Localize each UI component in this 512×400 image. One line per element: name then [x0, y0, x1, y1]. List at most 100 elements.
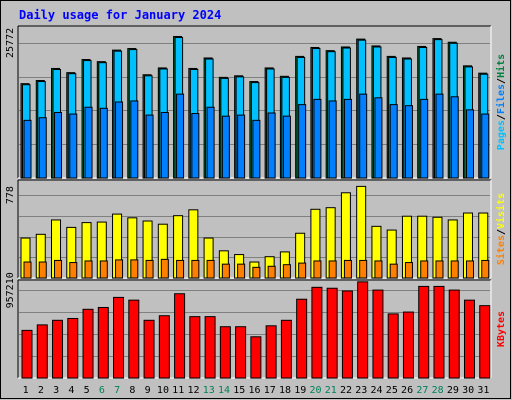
legend-visits: Sites/Visits: [495, 193, 507, 265]
bar-pages: [359, 93, 368, 179]
bar-sites: [252, 266, 261, 279]
bar-sites: [191, 259, 200, 279]
x-tick-label: 17: [264, 385, 276, 396]
bar-sites: [130, 259, 139, 279]
bar-pages: [389, 104, 398, 179]
bar-kbytes: [402, 311, 414, 379]
bar-kbytes: [128, 299, 140, 379]
bar-pages: [38, 117, 47, 179]
bar-pages: [282, 115, 291, 179]
x-tick-label: 22: [340, 385, 352, 396]
bar-pages: [23, 119, 32, 179]
bar-kbytes: [174, 293, 186, 379]
bar-kbytes: [67, 317, 79, 379]
legend-entry-visits: Visits: [495, 193, 507, 229]
x-tick-label: 20: [310, 385, 322, 396]
x-tick-label: 6: [99, 385, 105, 396]
bar-pages: [404, 105, 413, 179]
y-max-label-hits: 25772: [5, 28, 16, 58]
panel-hits: 25772 Pages/Files/Hits: [5, 25, 507, 179]
bar-kbytes: [433, 285, 445, 379]
x-tick-label: 2: [38, 385, 44, 396]
bar-kbytes: [21, 329, 33, 379]
bar-sites: [282, 264, 291, 279]
bar-pages: [176, 93, 185, 179]
bar-sites: [313, 260, 322, 279]
x-tick-label: 1: [23, 385, 29, 396]
bar-kbytes: [296, 298, 308, 379]
chart-title: Daily usage for January 2024: [19, 8, 221, 22]
x-tick-label: 18: [279, 385, 291, 396]
legend-hits: Pages/Files/Hits: [495, 54, 507, 150]
bar-kbytes: [36, 324, 48, 379]
bar-kbytes: [265, 325, 277, 379]
bar-pages: [221, 115, 230, 179]
bar-kbytes: [463, 299, 475, 379]
bar-sites: [359, 259, 368, 279]
bar-kbytes: [250, 336, 262, 379]
bar-pages: [237, 114, 246, 179]
bar-sites: [99, 260, 108, 279]
bar-pages: [115, 101, 124, 179]
x-tick-label: 14: [218, 385, 230, 396]
bar-sites: [420, 260, 429, 279]
bar-sites: [435, 260, 444, 279]
legend-entry-files: Files: [495, 84, 507, 114]
bar-pages: [328, 100, 337, 179]
bar-pages: [343, 98, 352, 179]
x-tick-label: 23: [355, 385, 367, 396]
bar-sites: [176, 259, 185, 279]
x-tick-label: 8: [129, 385, 135, 396]
x-tick-label: 13: [203, 385, 215, 396]
bar-pages: [84, 106, 93, 179]
x-tick-label: 15: [233, 385, 245, 396]
x-tick-label: 30: [462, 385, 474, 396]
x-tick-label: 4: [68, 385, 74, 396]
legend-separator: /: [496, 78, 507, 84]
bar-sites: [343, 259, 352, 279]
bar-sites: [160, 258, 169, 279]
bar-kbytes: [387, 313, 399, 379]
x-tick-label: 21: [325, 385, 337, 396]
bar-sites: [481, 259, 490, 279]
legend-separator: /: [496, 229, 507, 235]
y-max-label-kbytes: 957210: [5, 272, 16, 308]
x-tick-label: 7: [114, 385, 120, 396]
bar-kbytes: [52, 319, 64, 379]
y-max-label-visits: 778: [5, 186, 16, 204]
bar-kbytes: [97, 306, 109, 379]
bar-pages: [69, 113, 78, 179]
bar-pages: [99, 107, 108, 179]
panel-kbytes: 957210 KBytes: [5, 272, 507, 379]
legend-entry-hits: Hits: [495, 54, 507, 78]
bar-sites: [267, 265, 276, 279]
bar-pages: [160, 111, 169, 179]
bars-hits: [20, 35, 490, 179]
bar-sites: [328, 260, 337, 279]
x-tick-label: 19: [294, 385, 306, 396]
bar-sites: [404, 262, 413, 279]
bar-pages: [465, 109, 474, 179]
x-tick-label: 28: [432, 385, 444, 396]
bar-kbytes: [479, 305, 491, 379]
bar-pages: [54, 111, 63, 179]
bar-sites: [54, 259, 63, 279]
legend-kbytes: KBytes: [496, 311, 507, 347]
x-tick-label: 26: [401, 385, 413, 396]
bar-sites: [450, 260, 459, 279]
bar-sites: [221, 263, 230, 279]
bar-kbytes: [326, 287, 338, 379]
bar-pages: [130, 100, 139, 179]
x-tick-label: 5: [84, 385, 90, 396]
bar-kbytes: [143, 319, 155, 379]
legend-separator: /: [496, 114, 507, 120]
bar-pages: [145, 114, 154, 179]
x-tick-label: 29: [447, 385, 459, 396]
bar-kbytes: [158, 315, 170, 379]
bar-sites: [374, 260, 383, 279]
bar-kbytes: [448, 289, 460, 379]
x-tick-label: 9: [145, 385, 151, 396]
bar-pages: [481, 113, 490, 179]
bar-pages: [298, 104, 307, 179]
